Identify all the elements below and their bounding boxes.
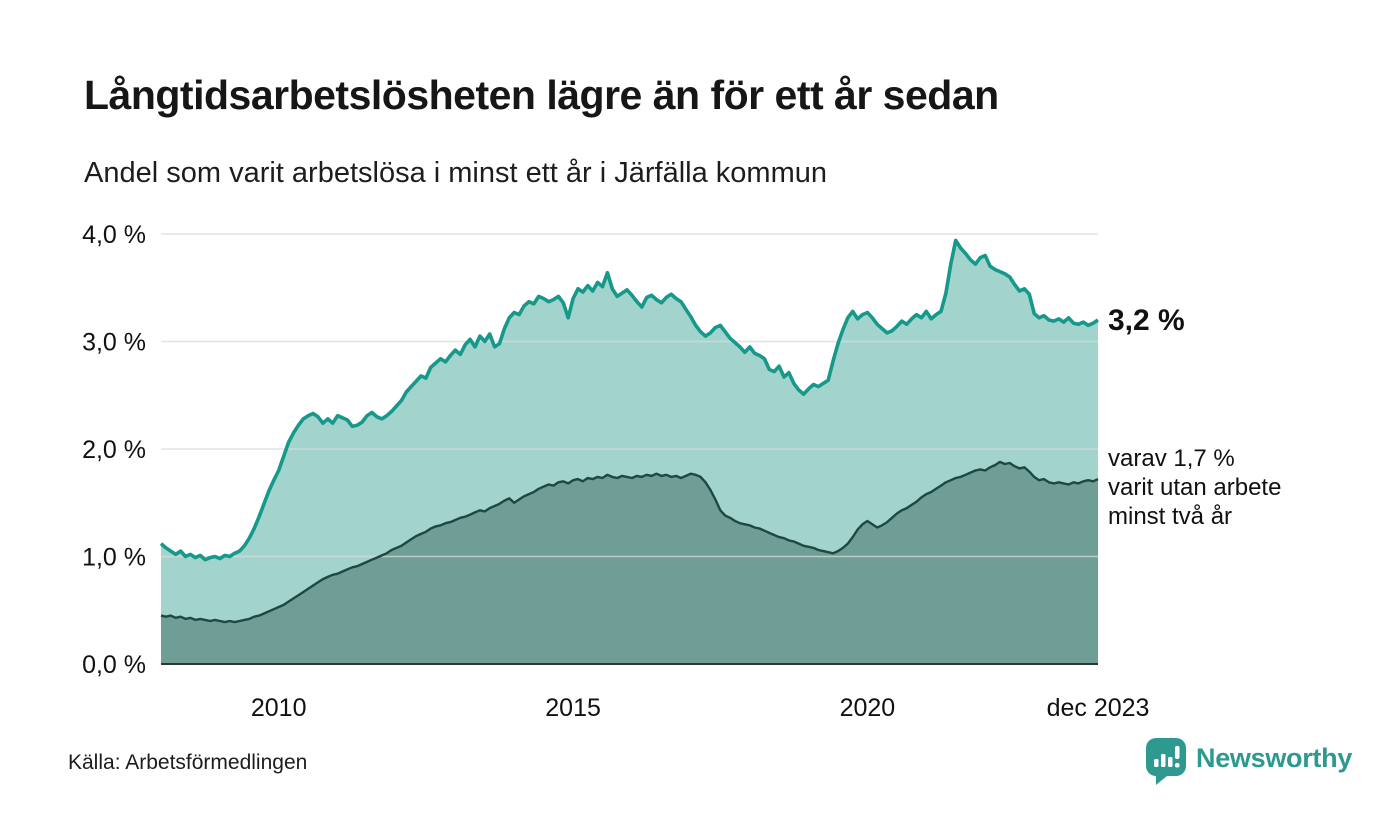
two-year-area-fill	[161, 461, 1098, 664]
two-year-annotation-line2: varit utan arbete	[1108, 474, 1282, 501]
x-axis-tick-label: dec 2023	[1047, 694, 1150, 722]
y-axis-tick-label: 2,0 %	[82, 436, 146, 464]
x-axis-tick-label: 2015	[545, 694, 601, 722]
y-axis-tick-label: 4,0 %	[82, 221, 146, 249]
source-note: Källa: Arbetsförmedlingen	[68, 751, 308, 774]
y-axis-tick-label: 3,0 %	[82, 329, 146, 357]
two-year-annotation-line3: minst två år	[1108, 503, 1233, 530]
newsworthy-bubble-chart-icon	[1146, 738, 1186, 785]
two-year-annotation: varav 1,7 % varit utan arbete minst två …	[1108, 444, 1281, 531]
brand-name: Newsworthy	[1196, 743, 1353, 773]
x-axis-tick-label: 2020	[840, 694, 896, 722]
two-year-annotation-line1: varav 1,7 %	[1108, 445, 1235, 472]
chart-subtitle: Andel som varit arbetslösa i minst ett å…	[84, 157, 827, 189]
x-axis-tick-label: 2010	[251, 694, 307, 722]
page-title: Långtidsarbetslösheten lägre än för ett …	[84, 72, 999, 118]
total-line	[159, 238, 1099, 562]
latest-value-annotation: 3,2 %	[1108, 304, 1185, 337]
y-axis-tick-label: 1,0 %	[82, 544, 146, 572]
y-axis-tick-label: 0,0 %	[82, 651, 146, 679]
two-year-line	[160, 460, 1099, 624]
newsworthy-logo: Newsworthy	[1146, 738, 1352, 788]
